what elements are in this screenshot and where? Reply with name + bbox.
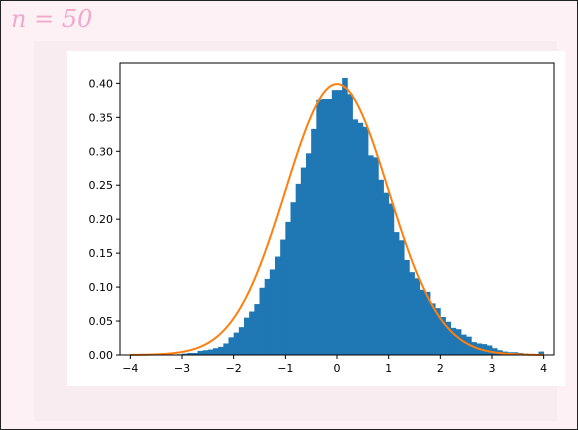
histogram-bar: [197, 350, 204, 355]
y-tick-label: 0.20: [89, 213, 114, 226]
histogram-bar: [538, 351, 545, 355]
y-tick-label: 0.15: [89, 247, 114, 260]
histogram-bar: [455, 329, 462, 355]
x-tick-label: 3: [489, 362, 496, 375]
histogram-bar: [223, 343, 229, 355]
histogram-bar: [238, 327, 245, 355]
y-tick-label: 0.10: [89, 281, 114, 294]
x-tick-label: 1: [385, 362, 392, 375]
histogram-bar: [182, 353, 188, 355]
x-tick-label: −2: [226, 362, 242, 375]
histogram-bar: [300, 167, 307, 355]
histogram-bar: [295, 183, 302, 355]
histogram-bar: [409, 272, 415, 355]
histogram-bar: [450, 327, 457, 355]
histogram-bar: [233, 332, 240, 355]
y-tick-label: 0.25: [89, 179, 114, 192]
histogram-bar: [486, 345, 493, 355]
histogram-bar: [207, 349, 214, 355]
x-tick-label: −4: [122, 362, 138, 375]
x-tick-label: −3: [174, 362, 190, 375]
histogram-bar: [430, 303, 436, 355]
histogram-bar: [213, 348, 219, 355]
histogram-bar: [331, 90, 338, 356]
histogram-bar: [466, 336, 472, 355]
histogram-bar: [228, 337, 235, 355]
y-tick-label: 0.40: [89, 77, 114, 90]
x-axis-ticks: −4 −3 −2 −1 0 1 2 3 4: [122, 355, 547, 375]
x-tick-label: −1: [277, 362, 293, 375]
histogram-bar: [290, 202, 297, 355]
y-tick-label: 0.30: [89, 145, 114, 158]
histogram-bar: [337, 90, 343, 356]
histogram-bar: [362, 126, 369, 356]
histogram-bar: [326, 98, 333, 355]
histogram-bar: [424, 291, 431, 355]
histogram-bar: [218, 346, 224, 355]
histogram-bar: [259, 287, 266, 355]
histogram-bar: [275, 256, 281, 355]
histogram-bar: [285, 221, 291, 355]
histogram-bar: [347, 94, 353, 355]
histogram-bar: [187, 352, 193, 355]
x-tick-label: 2: [437, 362, 444, 375]
histogram-bar: [419, 289, 426, 355]
histogram-bar: [414, 278, 421, 355]
x-tick-label: 0: [334, 362, 341, 375]
histogram-bar: [461, 334, 467, 355]
histogram-bar: [378, 179, 384, 355]
histogram-bar: [368, 155, 374, 355]
y-tick-label: 0.00: [89, 349, 114, 362]
histogram-bar: [269, 269, 276, 355]
histogram-bar: [321, 98, 328, 355]
histogram-bar: [352, 119, 359, 355]
histogram-bar: [249, 311, 255, 355]
histogram-bar: [404, 259, 410, 355]
normal-pdf-curve: [130, 83, 544, 356]
histogram-bar: [202, 350, 209, 355]
histogram-bar: [388, 203, 395, 355]
histogram-bar: [471, 342, 477, 355]
chart-figure: −4 −3 −2 −1 0 1 2 3 4 0.00 0.05 0.10 0.15 0.20 0.25 0.…: [67, 51, 565, 386]
histogram-bar: [440, 316, 446, 355]
histogram-bar: [383, 192, 390, 355]
histogram-bar: [393, 232, 400, 355]
histogram-bar: [244, 317, 250, 355]
sample-size-label: n = 50: [11, 5, 93, 33]
y-axis-ticks: 0.00 0.05 0.10 0.15 0.20 0.25 0.30 0.35 0.40: [89, 77, 120, 362]
y-tick-label: 0.35: [89, 111, 114, 124]
histogram-bars: [130, 77, 545, 356]
histogram-chart: −4 −3 −2 −1 0 1 2 3 4 0.000.050.100.150.200.250.…: [89, 62, 555, 375]
histogram-bar: [254, 304, 260, 355]
histogram-bar: [316, 99, 322, 355]
histogram-bar: [280, 239, 286, 355]
histogram-bar: [373, 157, 379, 355]
histogram-bar: [311, 128, 317, 355]
histogram-bar: [192, 352, 198, 355]
y-tick-label: 0.05: [89, 315, 114, 328]
histogram-bar: [357, 122, 364, 355]
histogram-bar: [306, 153, 312, 355]
histogram-bar: [435, 308, 441, 355]
histogram-bar: [264, 278, 271, 355]
x-tick-label: 4: [540, 362, 547, 375]
histogram-bar: [342, 77, 348, 355]
histogram-bar: [399, 240, 405, 355]
histogram-bar: [445, 321, 452, 355]
